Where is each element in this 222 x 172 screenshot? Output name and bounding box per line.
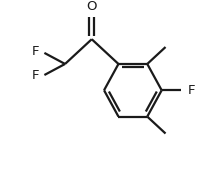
Text: O: O <box>87 0 97 13</box>
Text: F: F <box>32 69 40 82</box>
Text: F: F <box>188 84 195 97</box>
Text: F: F <box>32 45 40 58</box>
